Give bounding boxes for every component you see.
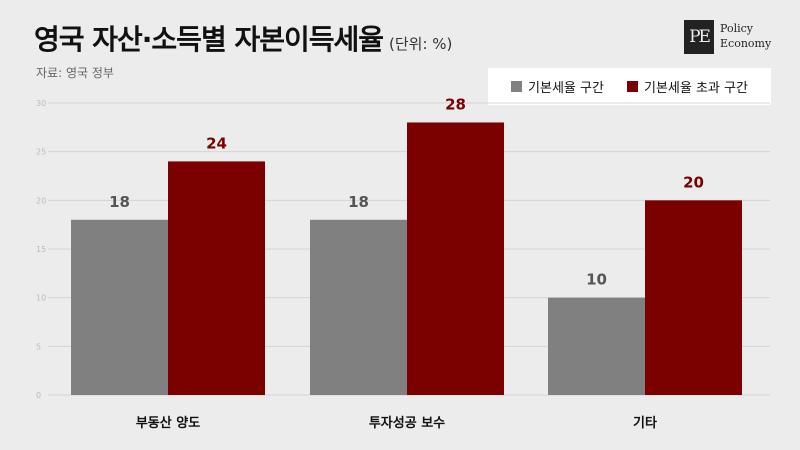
- logo-line-2: Economy: [720, 37, 772, 50]
- bar-value-label-basic-2: 10: [586, 271, 607, 289]
- legend-swatch-higher: [627, 81, 638, 92]
- legend-swatch-basic: [511, 81, 523, 92]
- logo-text: Policy Economy: [720, 21, 771, 51]
- y-tick-label-15: 15: [36, 245, 46, 254]
- legend-item-basic: 기본세율 구간: [511, 77, 604, 96]
- legend-label-higher: 기본세율 초과 구간: [644, 81, 748, 96]
- category-label-2: 기타: [633, 415, 657, 431]
- logo-mark: PE: [684, 20, 714, 54]
- legend-item-higher: 기본세율 초과 구간: [627, 77, 748, 96]
- y-tick-label-30: 30: [36, 99, 46, 108]
- bar-higher-0: [168, 161, 265, 395]
- bar-value-label-higher-0: 24: [206, 134, 227, 152]
- title-text: 영국 자산·소득별 자본이득세율: [34, 23, 384, 56]
- y-tick-label-25: 25: [36, 148, 46, 157]
- publisher-logo: PE Policy Economy: [684, 20, 784, 56]
- unit-label: (단위: %): [389, 35, 453, 53]
- y-tick-label-0: 0: [36, 391, 41, 400]
- bar-basic-0: [71, 219, 168, 395]
- bar-basic-2: [548, 297, 645, 395]
- bar-higher-2: [645, 200, 742, 395]
- y-tick-label-10: 10: [36, 294, 46, 303]
- y-tick-label-20: 20: [36, 196, 46, 205]
- category-label-1: 투자성공 보수: [369, 416, 445, 431]
- bar-value-label-basic-0: 18: [109, 193, 130, 211]
- chart-title: 영국 자산·소득별 자본이득세율 (단위: %): [34, 18, 452, 58]
- bar-value-label-higher-2: 20: [683, 173, 704, 191]
- legend-label-basic: 기본세율 구간: [528, 81, 604, 96]
- bar-basic-1: [310, 219, 407, 395]
- bar-higher-1: [407, 122, 504, 395]
- chart-legend: 기본세율 구간 기본세율 초과 구간: [488, 68, 771, 105]
- logo-line-1: Policy: [720, 22, 753, 35]
- y-tick-label-5: 5: [36, 342, 41, 351]
- category-label-0: 부동산 양도: [136, 415, 200, 431]
- bar-value-label-basic-1: 18: [348, 193, 369, 211]
- bar-value-label-higher-1: 28: [445, 95, 466, 113]
- source-note: 자료: 영국 정부: [36, 66, 114, 80]
